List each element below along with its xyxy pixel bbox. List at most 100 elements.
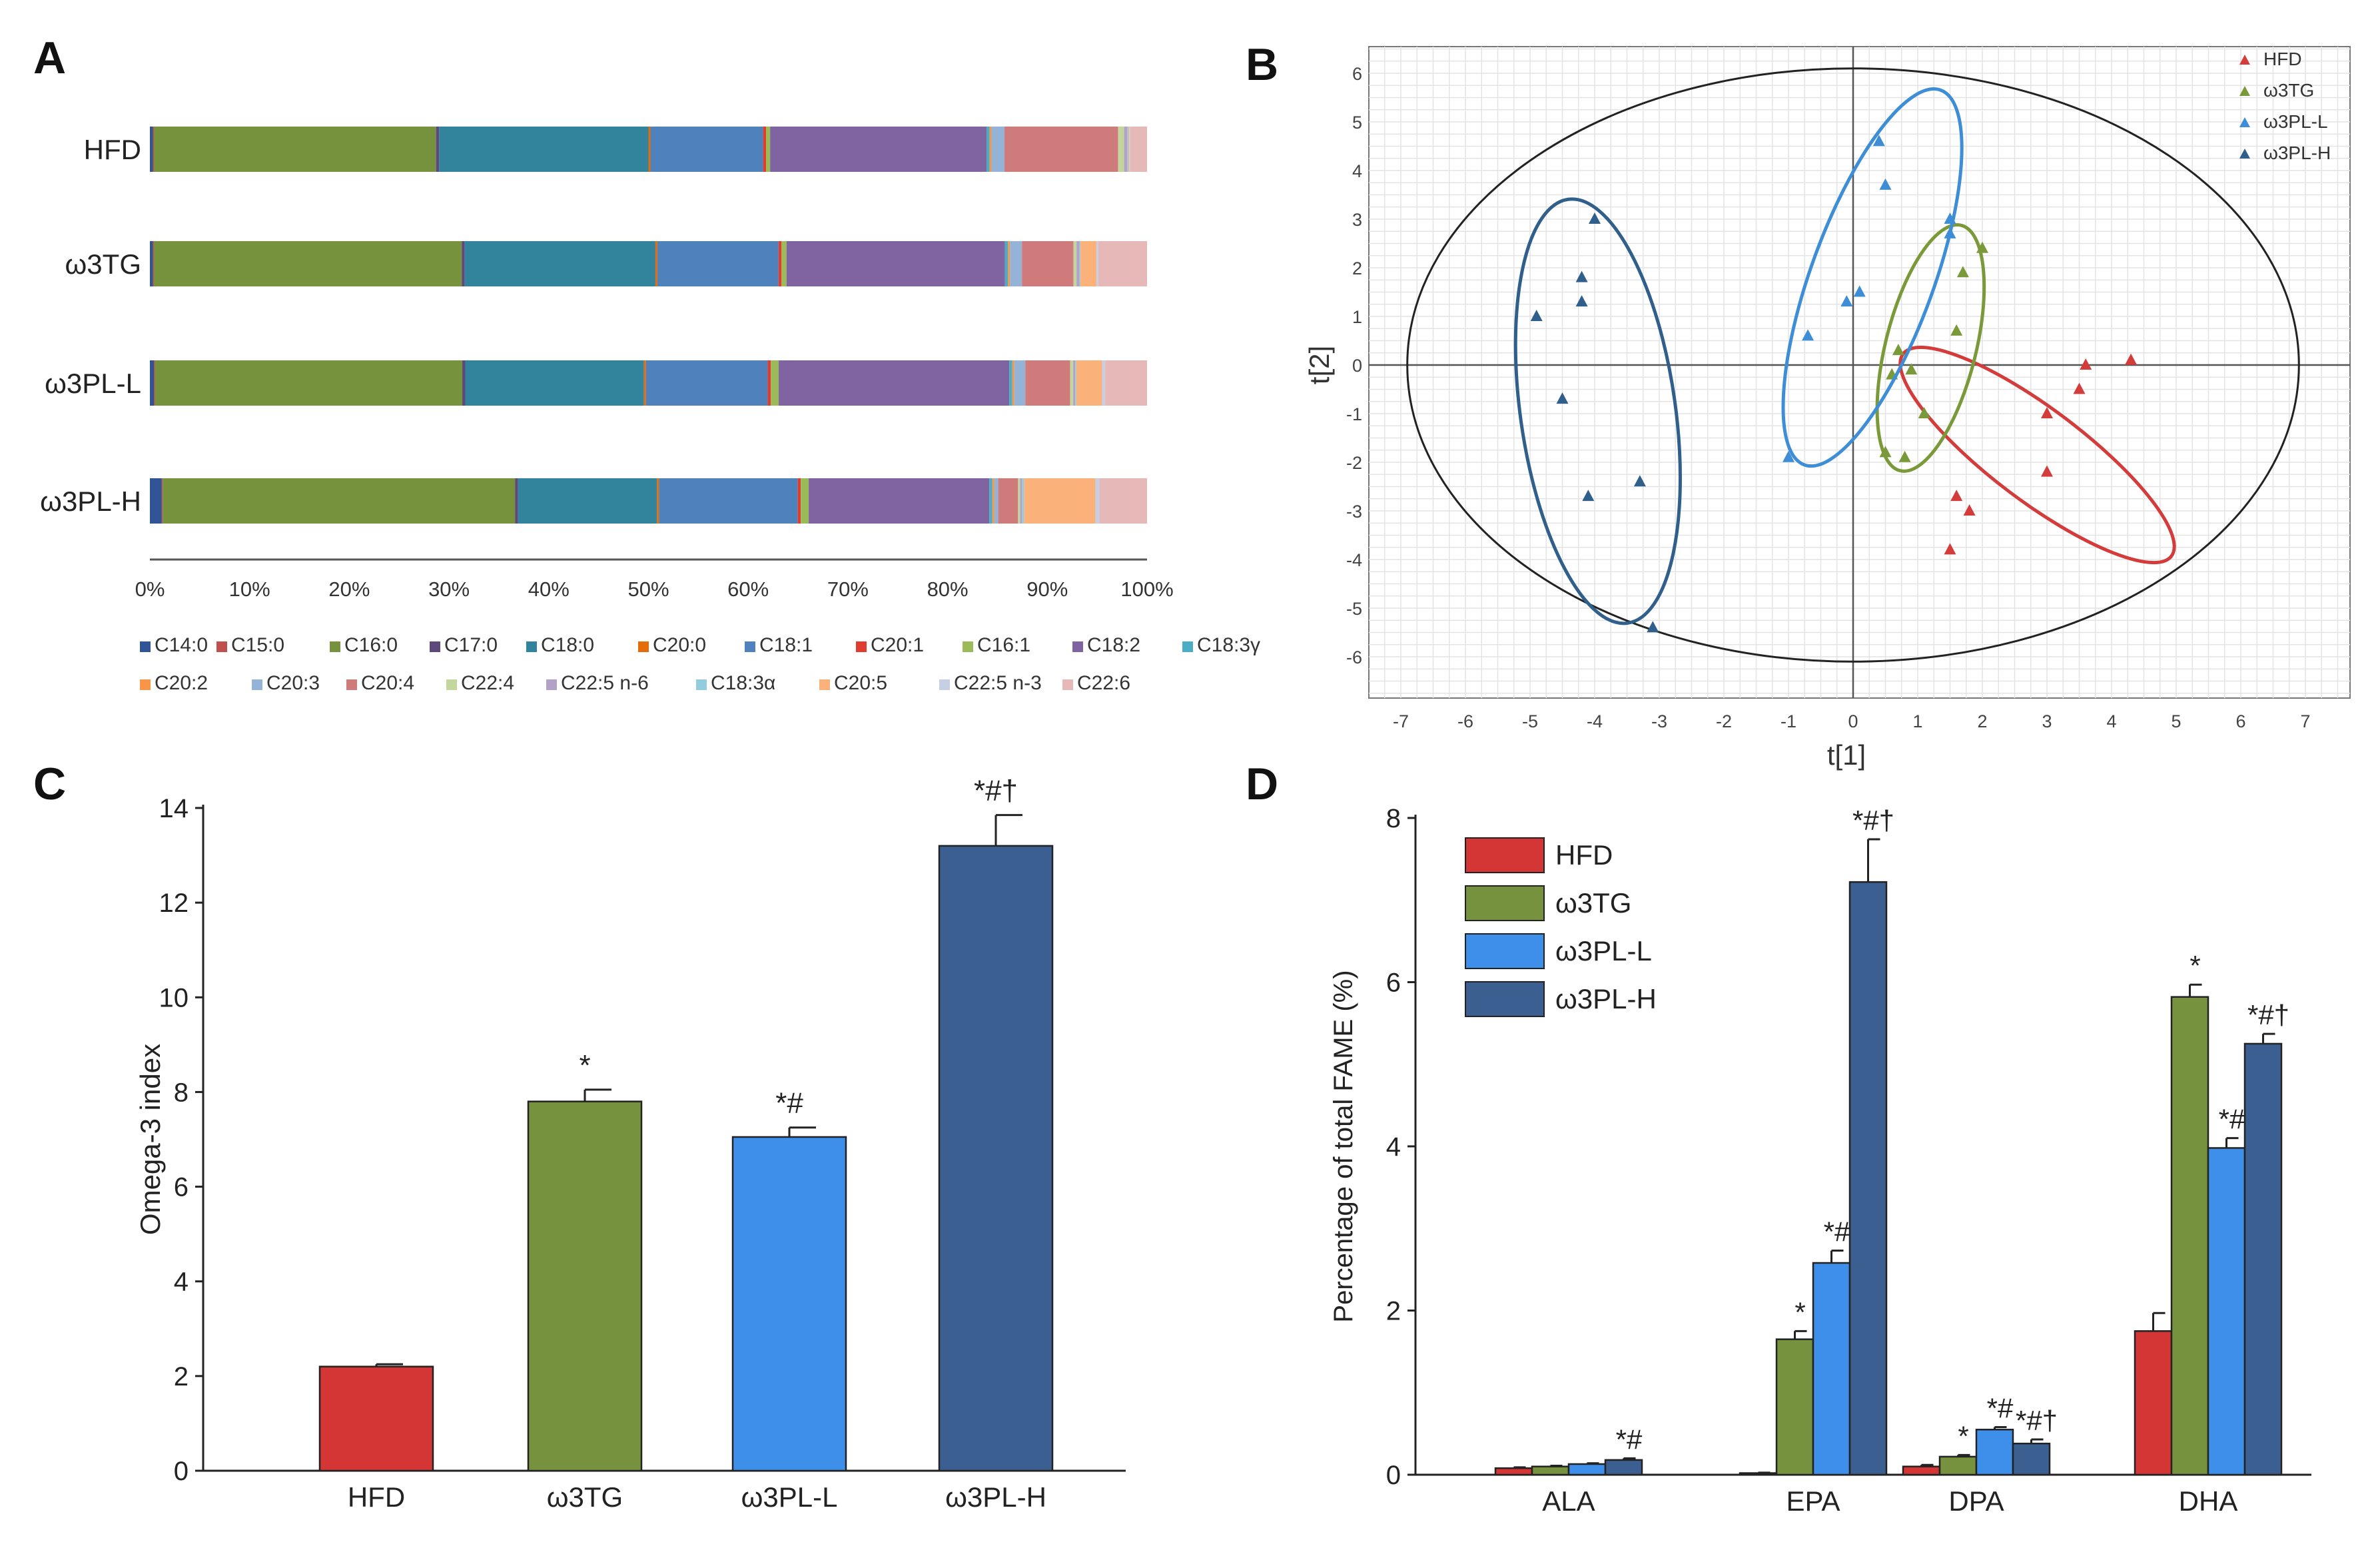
- significance-label-dpa-3pl-h: *#†: [2016, 1405, 2058, 1436]
- y-tick-label: -5: [1346, 599, 1362, 619]
- bar-segment-hfd-c14-0: [150, 127, 153, 172]
- legend-swatch-c16-1: [963, 641, 973, 652]
- bar-segment-3tg-c18-1: [657, 241, 779, 286]
- legend-swatch-3pl-h: [1465, 981, 1545, 1017]
- bar-dha-3pl-l: [2207, 1147, 2246, 1476]
- bar-segment-3pl-h-c22-5-n-3: [1095, 478, 1100, 524]
- bar-segment-3pl-l-c20-2: [1012, 360, 1014, 406]
- bar-segment-hfd-c20-5: [1128, 127, 1130, 172]
- hotelling-ellipse: [1406, 67, 2300, 663]
- bar-dpa-3pl-h: [2012, 1442, 2051, 1476]
- group-ellipse-3pl-h: [1513, 197, 1682, 625]
- bar-segment-3tg-c20-4: [1022, 241, 1074, 286]
- bar-segment-hfd-c20-2: [989, 127, 992, 172]
- data-point-3pl-h: [1530, 310, 1543, 321]
- bar-segment-hfd-c22-4: [1118, 127, 1124, 172]
- legend-marker-3tg: [2239, 86, 2250, 96]
- bar-segment-3pl-l-c22-4: [1070, 360, 1074, 406]
- bar-segment-hfd-c16-0: [153, 127, 436, 172]
- category-label-3pl-l: ω3PL-L: [45, 368, 141, 399]
- y-tick-label: -2: [1346, 453, 1362, 473]
- bar-dpa-3tg: [1938, 1455, 1978, 1476]
- legend-swatch-c18-1: [745, 641, 755, 652]
- bar-segment-3tg-c18-2: [786, 241, 1005, 286]
- legend-swatch-c14-0: [140, 641, 151, 652]
- y-tick-label: 1: [1352, 307, 1362, 327]
- panel-b: B -7 -6 -5 -4 -3 -2 -1 0 1 2 3 4 5 6 7 6 5 4 3 2 1 0 -1 -2 -3 -4 -5…: [1246, 39, 2351, 771]
- legend-swatch-c20-2: [140, 679, 151, 690]
- legend-swatch-c18-3: [1182, 641, 1193, 652]
- bar-dha-3pl-h: [2243, 1042, 2283, 1476]
- x-tick-label-hfd: HFD: [348, 1481, 405, 1513]
- y-tick-label: 3: [1352, 210, 1362, 230]
- panel-label-b: B: [1246, 39, 1278, 90]
- y-tick-label: -6: [1346, 647, 1362, 667]
- y-tick-label: -4: [1346, 550, 1362, 570]
- data-point-3tg: [1905, 363, 1918, 375]
- legend-swatch-c22-5-n-3: [939, 679, 950, 690]
- bar-segment-hfd-c18-3: [1127, 127, 1128, 172]
- x-tick-label: 10%: [229, 578, 270, 601]
- legend-swatch-c15-0: [216, 641, 227, 652]
- bar-dpa-hfd: [1902, 1465, 1941, 1476]
- bar-segment-3tg-c20-2: [1008, 241, 1010, 286]
- x-tick-label: 1: [1912, 711, 1922, 731]
- legend-swatch-c22-4: [446, 679, 457, 690]
- bar-segment-3pl-h-c18-0: [518, 478, 657, 524]
- y-tick-label: 2: [1386, 1297, 1401, 1326]
- legend-label-c22-5-n-6: C22:5 n-6: [561, 672, 649, 694]
- bar-segment-3pl-h-c20-2: [992, 478, 994, 524]
- data-point-hfd: [2041, 465, 2053, 477]
- bar-segment-3pl-l-c16-0: [155, 360, 463, 406]
- bar-epa-3pl-l: [1812, 1262, 1851, 1476]
- bar-segment-3pl-h-c20-4: [998, 478, 1018, 524]
- bar-segment-3tg-c22-4: [1073, 241, 1077, 286]
- y-tick-label: 0: [1386, 1461, 1401, 1490]
- bar-segment-3pl-l-c16-1: [771, 360, 779, 406]
- significance-label-epa-3tg: *: [1794, 1296, 1805, 1328]
- bar-segment-hfd-c20-1: [763, 127, 767, 172]
- bar-segment-3pl-l-c18-3: [1075, 360, 1076, 406]
- bar-segment-hfd-c20-4: [1004, 127, 1118, 172]
- data-point-hfd: [2041, 407, 2053, 418]
- bar-segment-3pl-l-c20-0: [643, 360, 646, 406]
- legend-label-3tg: ω3TG: [2263, 80, 2314, 101]
- legend-swatch-3tg: [1465, 885, 1545, 921]
- data-point-3pl-l: [1783, 450, 1794, 462]
- data-point-3pl-h: [1556, 392, 1569, 404]
- panel-label-c: C: [33, 759, 66, 809]
- x-tick-label: -7: [1393, 711, 1409, 731]
- bar-segment-3pl-l-c20-1: [767, 360, 771, 406]
- x-tick-label: -3: [1651, 711, 1667, 731]
- x-tick-label: 0%: [135, 578, 165, 601]
- legend-label-c22-5-n-3: C22:5 n-3: [954, 672, 1042, 694]
- bar-segment-3tg-c18-0: [464, 241, 655, 286]
- y-tick-label: 4: [1352, 161, 1362, 181]
- x-tick-label: 20%: [328, 578, 370, 601]
- legend-label-3pl-l: ω3PL-L: [1555, 935, 1652, 967]
- bar-segment-3pl-l-c22-5-n-3: [1102, 360, 1106, 406]
- bar-segment-3pl-l-c20-3: [1014, 360, 1026, 406]
- x-tick-label-epa: EPA: [1786, 1485, 1840, 1517]
- legend-swatch-c22-6: [1062, 679, 1073, 690]
- bar-segment-3pl-l-c18-0: [465, 360, 644, 406]
- bar-epa-3pl-h: [1848, 881, 1888, 1476]
- y-tick-label: 14: [159, 794, 189, 823]
- bar-ala-3pl-h: [1604, 1459, 1643, 1476]
- y-tick-label: 8: [174, 1078, 189, 1107]
- bar-ala-3pl-l: [1567, 1463, 1607, 1476]
- significance-label-dpa-3pl-l: *#: [1987, 1393, 2014, 1424]
- bar-segment-3pl-l-c18-1: [645, 360, 768, 406]
- plot-frame: [1368, 46, 2351, 699]
- legend-label-3pl-h: ω3PL-H: [1555, 983, 1657, 1014]
- legend-label-c18-1: C18:1: [759, 634, 813, 656]
- legend-label-c17-0: C17:0: [444, 634, 498, 656]
- bar-dha-hfd: [2134, 1330, 2173, 1476]
- bar-dpa-3pl-l: [1975, 1428, 2014, 1476]
- data-point-3pl-l: [1879, 178, 1892, 190]
- x-axis-label: t[1]: [1827, 739, 1866, 771]
- bar-segment-hfd-c18-2: [770, 127, 987, 172]
- y-tick-label: 4: [174, 1268, 189, 1297]
- x-tick-label-dha: DHA: [2179, 1485, 2238, 1517]
- x-tick-label-ala: ALA: [1542, 1485, 1595, 1517]
